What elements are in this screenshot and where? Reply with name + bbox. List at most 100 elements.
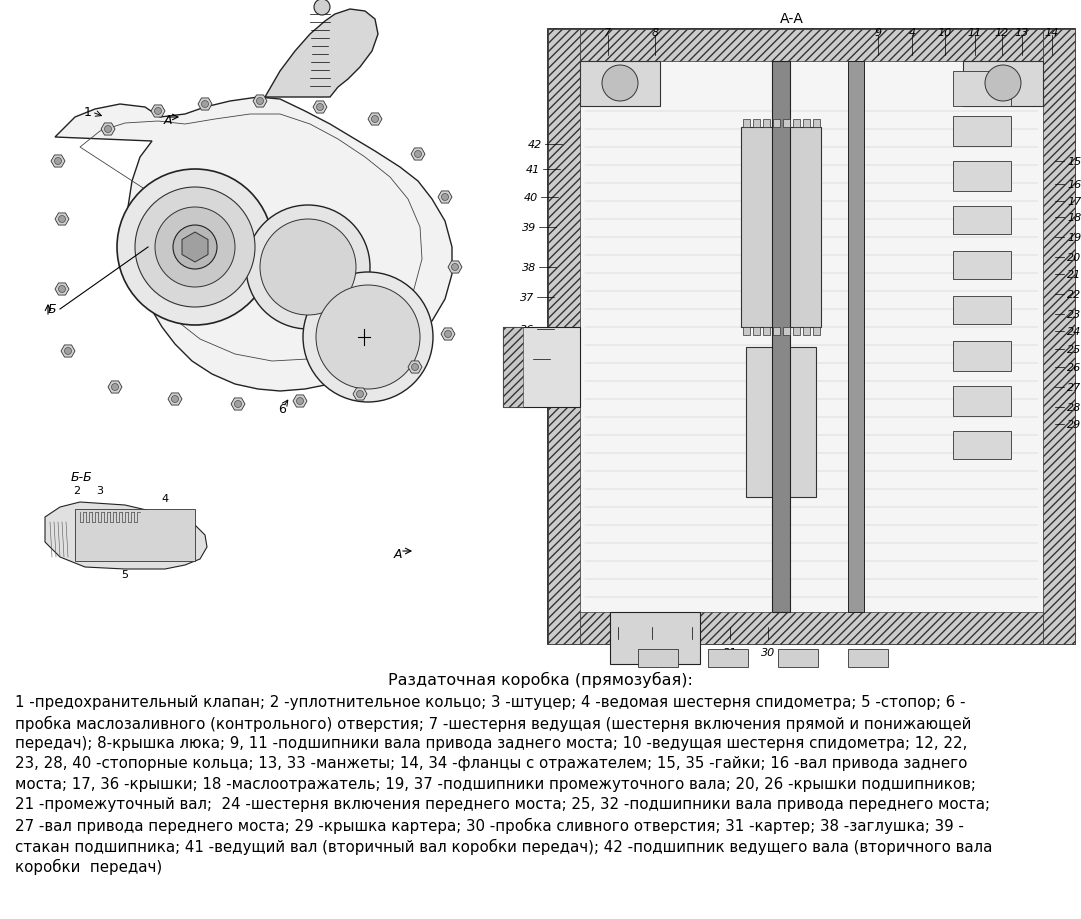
Circle shape: [357, 391, 363, 398]
Circle shape: [155, 108, 161, 116]
Text: 16: 16: [1067, 180, 1081, 190]
Text: 21: 21: [1067, 269, 1081, 279]
Text: 24: 24: [1067, 326, 1081, 336]
Bar: [953, 342, 1011, 371]
Polygon shape: [253, 96, 267, 108]
Bar: [1043, 30, 1075, 644]
Bar: [783, 119, 790, 128]
Circle shape: [58, 216, 66, 223]
Text: 21 -промежуточный вал;  24 -шестерня включения переднего моста; 25, 32 -подшипни: 21 -промежуточный вал; 24 -шестерня вклю…: [15, 797, 990, 811]
Bar: [953, 162, 1011, 192]
Circle shape: [201, 101, 209, 108]
Bar: [580, 612, 1043, 644]
Text: 1: 1: [84, 106, 92, 119]
Circle shape: [444, 331, 452, 338]
Bar: [803, 119, 810, 128]
Text: А: А: [163, 113, 172, 126]
Bar: [743, 119, 750, 128]
Polygon shape: [438, 192, 452, 204]
Circle shape: [155, 208, 235, 288]
Text: коробки  передач): коробки передач): [15, 858, 162, 874]
Circle shape: [135, 187, 255, 308]
Circle shape: [246, 206, 370, 330]
Bar: [953, 207, 1011, 234]
Text: 28: 28: [1067, 403, 1081, 413]
Text: 42: 42: [528, 140, 542, 150]
Circle shape: [172, 396, 178, 403]
Text: 13: 13: [1015, 28, 1029, 38]
Circle shape: [441, 194, 449, 201]
Bar: [763, 328, 770, 335]
Text: Б: Б: [48, 303, 56, 316]
Text: 18: 18: [1067, 213, 1081, 222]
Bar: [813, 328, 820, 335]
Text: 34: 34: [611, 647, 625, 657]
Text: 38: 38: [522, 263, 536, 273]
Polygon shape: [265, 10, 378, 98]
Text: 10: 10: [938, 28, 952, 38]
Text: 7: 7: [604, 28, 612, 38]
Polygon shape: [108, 381, 122, 393]
Polygon shape: [610, 612, 700, 664]
Polygon shape: [231, 399, 245, 411]
Bar: [753, 328, 760, 335]
Text: 32: 32: [685, 647, 699, 657]
Text: 22: 22: [1067, 289, 1081, 300]
Bar: [953, 72, 1011, 107]
Text: 9: 9: [875, 28, 882, 38]
Bar: [848, 62, 864, 612]
Text: Б: Б: [236, 183, 244, 197]
Circle shape: [313, 0, 330, 16]
Bar: [548, 30, 1075, 644]
Bar: [773, 119, 780, 128]
Circle shape: [65, 348, 71, 355]
Circle shape: [256, 98, 264, 106]
Polygon shape: [51, 155, 65, 168]
Bar: [503, 328, 523, 407]
Polygon shape: [61, 346, 75, 357]
Text: 12: 12: [995, 28, 1010, 38]
Bar: [813, 119, 820, 128]
Text: 31: 31: [723, 647, 737, 657]
Polygon shape: [441, 329, 455, 341]
Circle shape: [602, 66, 638, 102]
Polygon shape: [151, 106, 165, 118]
Bar: [580, 62, 660, 107]
Text: 39: 39: [522, 222, 536, 233]
Bar: [783, 328, 790, 335]
Polygon shape: [198, 99, 212, 111]
Circle shape: [372, 117, 378, 123]
Bar: [793, 119, 800, 128]
Circle shape: [303, 273, 433, 403]
Bar: [753, 119, 760, 128]
Text: Раздаточная коробка (прямозубая):: Раздаточная коробка (прямозубая):: [388, 671, 693, 687]
Bar: [848, 650, 888, 667]
Text: 36: 36: [520, 324, 534, 335]
Bar: [503, 328, 580, 407]
Bar: [763, 119, 770, 128]
Circle shape: [58, 286, 66, 293]
Text: 17: 17: [1067, 197, 1081, 207]
Polygon shape: [55, 98, 452, 391]
Text: 4: 4: [908, 28, 916, 38]
Bar: [772, 62, 790, 612]
Text: 30: 30: [761, 647, 775, 657]
Bar: [953, 432, 1011, 460]
Polygon shape: [168, 393, 182, 405]
Polygon shape: [55, 214, 69, 226]
Text: моста; 17, 36 -крышки; 18 -маслоотражатель; 19, 37 -подшипники промежуточного ва: моста; 17, 36 -крышки; 18 -маслоотражате…: [15, 777, 976, 791]
Bar: [773, 328, 780, 335]
Bar: [740, 128, 820, 328]
Polygon shape: [55, 284, 69, 296]
Bar: [548, 30, 580, 644]
Circle shape: [117, 170, 273, 325]
Text: 25: 25: [1067, 345, 1081, 355]
Text: А-А: А-А: [779, 12, 803, 26]
Bar: [75, 509, 195, 562]
Text: 3: 3: [96, 485, 104, 495]
Text: 20: 20: [1067, 253, 1081, 263]
Text: 14: 14: [1045, 28, 1059, 38]
Circle shape: [235, 401, 241, 408]
Bar: [953, 117, 1011, 147]
Polygon shape: [408, 361, 422, 374]
